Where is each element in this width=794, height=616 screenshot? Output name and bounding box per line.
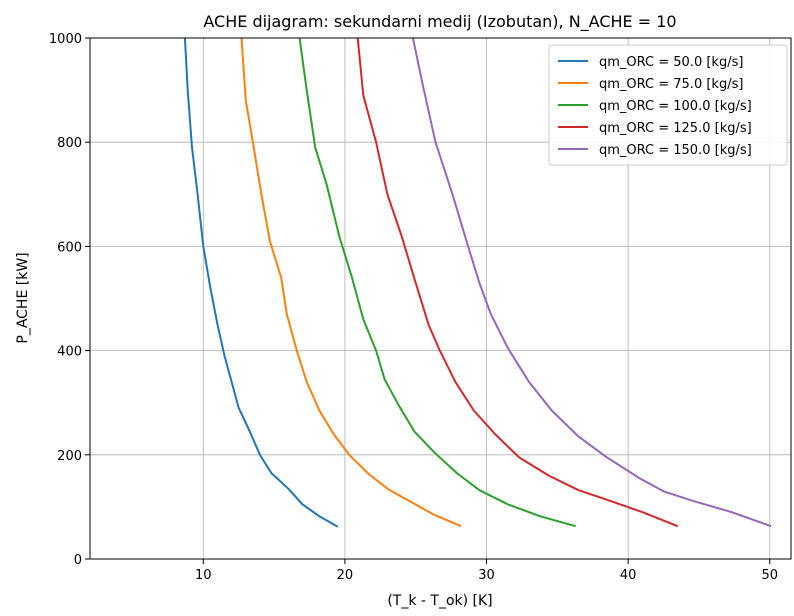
chart-title: ACHE dijagram: sekundarni medij (Izobuta…: [203, 12, 676, 32]
y-tick-label: 0: [74, 553, 82, 568]
series-line-5: [411, 38, 772, 528]
x-tick-label: 50: [761, 568, 778, 583]
x-tick-label: 20: [337, 568, 354, 583]
x-tick-label: 40: [620, 568, 637, 583]
series-line-1: [183, 38, 339, 528]
x-tick-label: 30: [478, 568, 495, 583]
x-axis-label: (T_k - T_ok) [K]: [387, 593, 492, 609]
x-tick-label: 10: [195, 568, 212, 583]
legend-label: qm_ORC = 100.0 [kg/s]: [599, 99, 752, 114]
series-line-4: [356, 38, 679, 528]
legend-box: [548, 44, 788, 166]
axes: 10 20 30 40 50 0 200 400 600 800 1000: [49, 32, 792, 583]
y-tick-label: 200: [57, 449, 82, 464]
legend-label: qm_ORC = 50.0 [kg/s]: [599, 55, 743, 70]
series-line-3: [298, 38, 576, 528]
legend-label: qm_ORC = 150.0 [kg/s]: [599, 143, 752, 158]
series-lines: [183, 38, 772, 528]
y-tick-label: 800: [57, 136, 82, 151]
legend: qm_ORC = 50.0 [kg/s] qm_ORC = 75.0 [kg/s]…: [548, 44, 788, 166]
y-axis-label: P_ACHE [kW]: [15, 252, 31, 343]
y-tick-label: 1000: [49, 32, 82, 47]
y-tick-label: 400: [57, 345, 82, 360]
series-line-2: [240, 38, 462, 528]
legend-label: qm_ORC = 75.0 [kg/s]: [599, 77, 743, 92]
legend-label: qm_ORC = 125.0 [kg/s]: [599, 121, 752, 136]
y-tick-label: 600: [57, 240, 82, 255]
plot-frame: [89, 37, 792, 560]
